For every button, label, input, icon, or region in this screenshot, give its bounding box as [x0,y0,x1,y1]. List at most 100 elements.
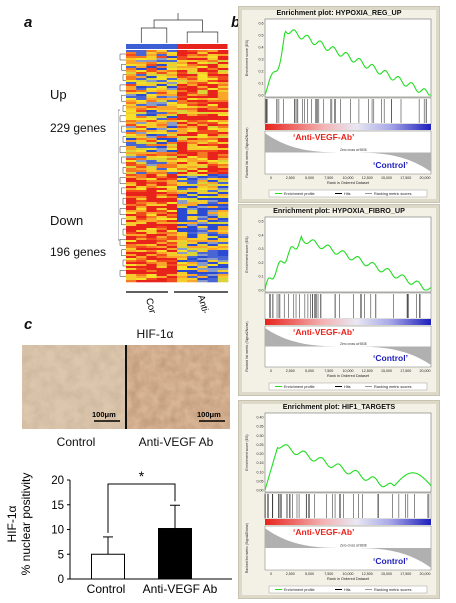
heatmap-cell [166,134,178,137]
heatmap-cell [146,230,157,233]
heatmap-cell [217,252,229,255]
y-tick-label: 0 [58,574,64,586]
heatmap-cell [177,92,188,95]
heatmap-cell [217,82,229,85]
heatmap-cell [197,260,208,263]
gsea-panel-1: Enrichment plot: HYPOXIA_REG_UP 0.6 0.5 0.… [238,6,440,203]
es-ytick: 0.0 [259,94,264,98]
heatmap-cell [166,144,178,147]
es-ytick: 0.5 [259,220,264,224]
heatmap-cell [217,140,229,143]
xtick-label: 5,000 [305,176,314,180]
heatmap-cell [217,144,229,147]
heatmap-cell [156,248,168,251]
xtick-label: 7,500 [324,572,333,576]
heatmap-cell [136,64,147,67]
heatmap-cell [126,168,137,171]
dendrogram-branch [121,64,126,71]
heatmap-cell [197,184,208,187]
heatmap-cell [177,250,188,253]
heatmap-cell [217,258,229,261]
heatmap-cell [197,130,208,133]
heatmap-cell [207,170,219,173]
heatmap-cell [156,52,168,55]
heatmap-cell [217,156,229,159]
heatmap-cell [126,278,137,281]
heatmap-cell [207,58,219,61]
xtick-label: 15,000 [381,176,392,180]
heatmap-cell [166,158,178,161]
heatmap-cell [197,80,208,83]
heatmap-cell [136,144,147,147]
heatmap-cell [136,108,147,111]
heatmap-cell [146,220,157,223]
heatmap-cell [136,234,147,237]
heatmap-cell [136,204,147,207]
heatmap-cell [187,264,198,267]
heatmap-cell [156,154,168,157]
heatmap-cell [217,72,229,75]
es-ytick: 0.2 [259,261,264,265]
heatmap-cell [126,122,137,125]
heatmap-cell [126,60,137,63]
heatmap-cell [207,174,219,177]
heatmap-cell [156,112,168,115]
heatmap-cell [207,118,219,121]
heatmap-cell [197,264,208,267]
heatmap-cell [136,276,147,279]
heatmap-cell [177,132,188,135]
heatmap-cell [166,112,178,115]
heatmap-cell [146,244,157,247]
heatmap-cell [207,96,219,99]
heatmap-cell [146,254,157,257]
heatmap-cell [146,72,157,75]
dendrogram-branch [122,136,126,143]
heatmap-cell [126,82,137,85]
heatmap-cell [217,164,229,167]
scale-label-left: 100μm [92,410,116,419]
heatmap-cell [136,130,147,133]
heatmap-cell [166,54,178,57]
xtick-label: 17,500 [400,176,411,180]
hits-lines [264,494,430,518]
heatmap-cell [217,276,229,279]
heatmap-cell [166,74,178,77]
heatmap-cell [146,262,157,265]
heatmap-cell [217,208,229,211]
heatmap-cell [166,184,178,187]
heatmap-cell [197,122,208,125]
heatmap-cell [207,250,219,253]
heatmap-cell [177,224,188,227]
heatmap-cell [207,70,219,73]
heatmap-cell [146,196,157,199]
heatmap-cell [207,68,219,71]
heatmap-cell [207,194,219,197]
heatmap-cell [166,220,178,223]
heatmap-cell [207,176,219,179]
heatmap-cell [207,258,219,261]
bar-control [91,553,125,580]
heatmap-cell [146,234,157,237]
heatmap-cell [146,162,157,165]
xtick-label: 20,000 [420,369,431,373]
heatmap-cell [156,170,168,173]
heatmap-cell [146,56,157,59]
heatmap-cell [156,252,168,255]
heatmap-cells [126,44,229,283]
heatmap-cell [207,186,219,189]
heatmap-cell [136,66,147,69]
heatmap-cell [207,98,219,101]
heatmap-cell [146,74,157,77]
heatmap-cell [207,146,219,149]
heatmap-cell [146,200,157,203]
heatmap-cell [217,116,229,119]
heatmap-cell [126,228,137,231]
dendrogram-branch [119,177,126,184]
heatmap-cell [166,76,178,79]
heatmap-cell [136,138,147,141]
heatmap-cell [136,214,147,217]
heatmap-cell [197,54,208,57]
legend-label: Ranking metric scores [374,192,412,196]
heatmap-cell [146,98,157,101]
xtick-label: 0 [270,369,272,373]
